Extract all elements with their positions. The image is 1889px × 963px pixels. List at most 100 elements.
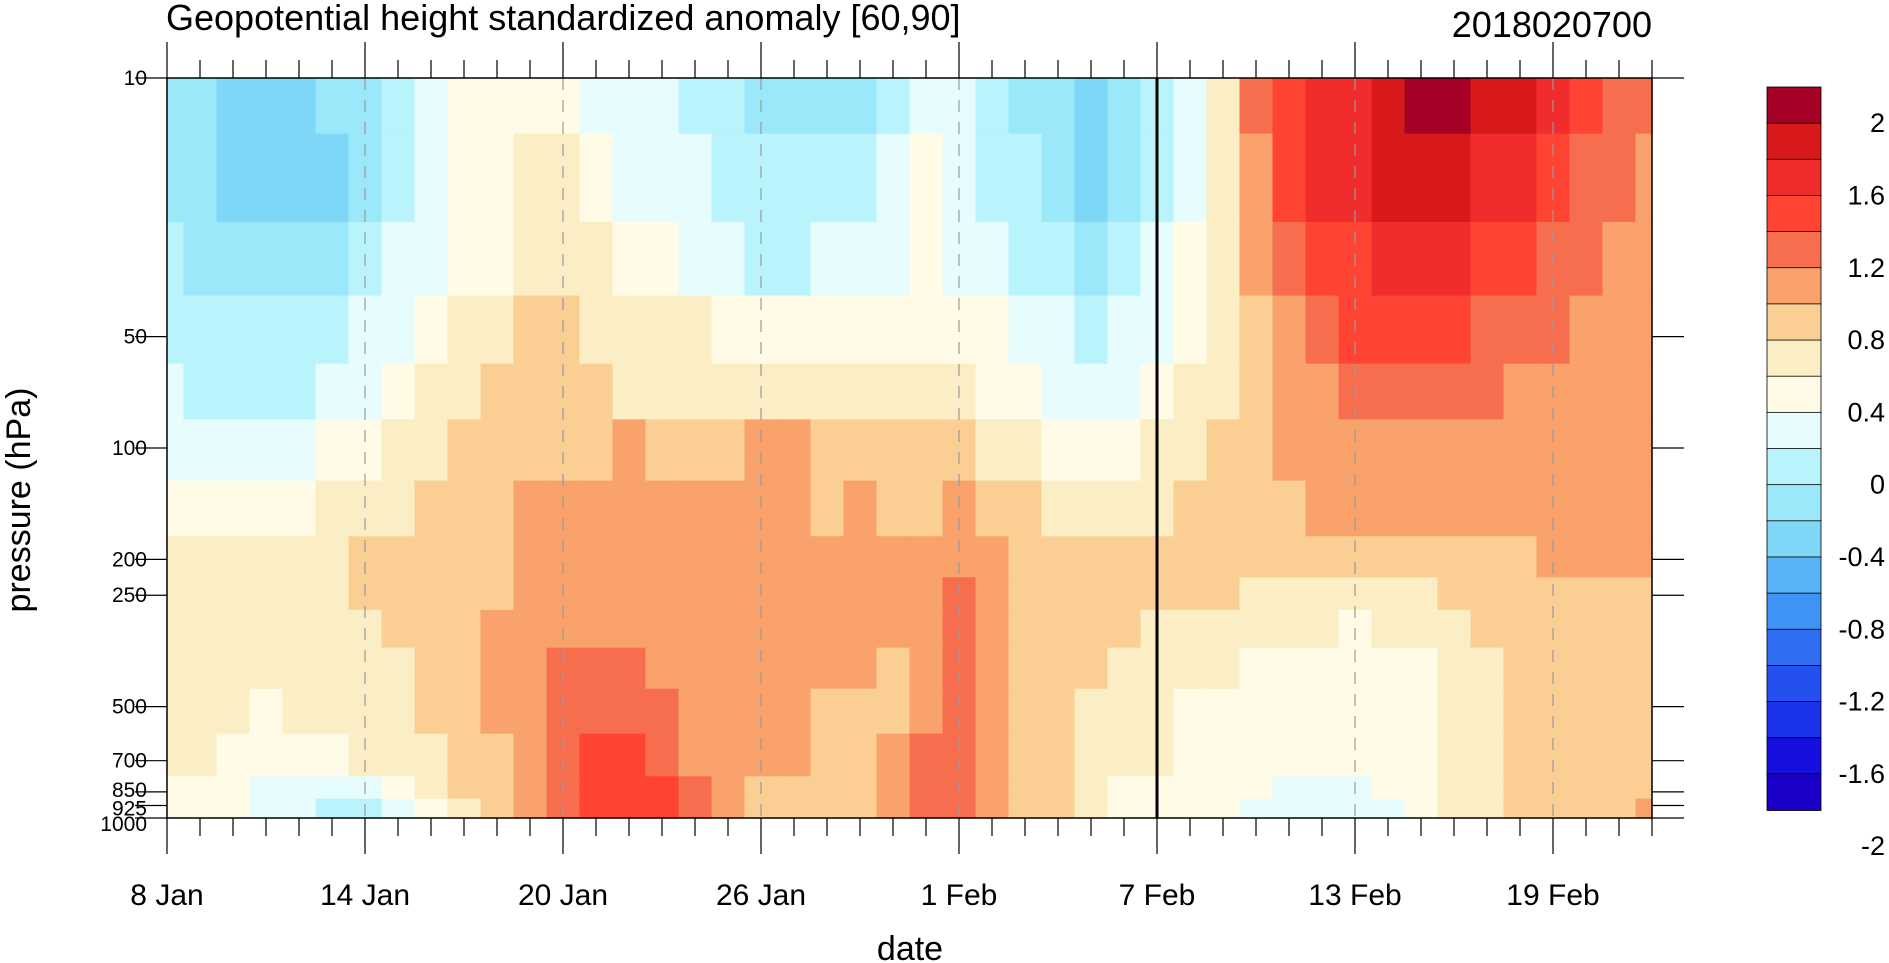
anomaly-cell — [909, 480, 944, 537]
anomaly-cell — [183, 733, 218, 777]
anomaly-cell — [183, 363, 218, 420]
anomaly-cell — [1206, 363, 1241, 420]
anomaly-cell — [645, 577, 680, 611]
anomaly-cell — [579, 133, 614, 223]
anomaly-cell — [1305, 78, 1340, 135]
anomaly-cell — [645, 609, 680, 649]
anomaly-cell — [1173, 363, 1208, 420]
anomaly-cell — [876, 419, 911, 482]
anomaly-cell — [711, 688, 746, 735]
anomaly-cell — [744, 419, 779, 482]
anomaly-cell — [1074, 133, 1109, 223]
colorbar-label: -1.2 — [1838, 687, 1885, 717]
anomaly-cell — [381, 609, 416, 649]
anomaly-cell — [447, 221, 482, 297]
x-tick-label: 13 Feb — [1308, 879, 1401, 912]
anomaly-cell — [1008, 647, 1043, 690]
anomaly-cell — [381, 480, 416, 537]
anomaly-cell — [1470, 221, 1505, 297]
anomaly-cell — [381, 536, 416, 578]
anomaly-cell — [1470, 688, 1505, 735]
anomaly-cell — [1404, 811, 1439, 819]
anomaly-cell — [414, 798, 449, 813]
anomaly-cell — [1503, 811, 1538, 819]
anomaly-cell — [1602, 609, 1637, 649]
anomaly-cell — [645, 363, 680, 420]
anomaly-cell — [1470, 419, 1505, 482]
anomaly-cell — [1404, 733, 1439, 777]
anomaly-cell — [513, 647, 548, 690]
anomaly-cell — [1041, 688, 1076, 735]
anomaly-cell — [975, 688, 1010, 735]
anomaly-cell — [1437, 363, 1472, 420]
anomaly-cell — [1305, 798, 1340, 813]
anomaly-cell — [1437, 688, 1472, 735]
anomaly-cell — [579, 688, 614, 735]
anomaly-cell — [381, 776, 416, 800]
anomaly-cell — [1305, 577, 1340, 611]
anomaly-cell — [282, 536, 317, 578]
anomaly-cell — [1041, 798, 1076, 813]
anomaly-cell — [579, 480, 614, 537]
colorbar-swatch — [1766, 628, 1822, 667]
anomaly-cell — [1206, 221, 1241, 297]
anomaly-cell — [711, 363, 746, 420]
anomaly-cell — [645, 688, 680, 735]
anomaly-cell — [216, 419, 251, 482]
anomaly-cell — [183, 536, 218, 578]
anomaly-cell — [447, 295, 482, 365]
anomaly-cell — [1173, 647, 1208, 690]
anomaly-cell — [282, 78, 317, 135]
anomaly-cell — [645, 221, 680, 297]
anomaly-cell — [612, 536, 647, 578]
anomaly-cell — [447, 688, 482, 735]
anomaly-cell — [1437, 133, 1472, 223]
anomaly-cell — [414, 419, 449, 482]
anomaly-cell — [1107, 419, 1142, 482]
anomaly-cell — [645, 419, 680, 482]
x-tick-label: 8 Jan — [130, 879, 203, 912]
anomaly-cell — [843, 811, 878, 819]
anomaly-cell — [1503, 363, 1538, 420]
anomaly-cell — [1272, 133, 1307, 223]
anomaly-cell — [1305, 811, 1340, 819]
anomaly-cell — [1371, 133, 1406, 223]
anomaly-cell — [645, 776, 680, 800]
anomaly-cell — [876, 688, 911, 735]
anomaly-cell — [975, 133, 1010, 223]
anomaly-cell — [1635, 133, 1653, 223]
anomaly-cell — [909, 798, 944, 813]
anomaly-cell — [810, 363, 845, 420]
anomaly-cell — [1470, 647, 1505, 690]
anomaly-cell — [1206, 480, 1241, 537]
anomaly-cell — [480, 419, 515, 482]
anomaly-cell — [513, 798, 548, 813]
anomaly-cell — [282, 419, 317, 482]
anomaly-cell — [909, 776, 944, 800]
y-tick-label: 100 — [112, 437, 147, 460]
anomaly-cell — [1305, 363, 1340, 420]
anomaly-cell — [711, 221, 746, 297]
anomaly-cell — [1503, 577, 1538, 611]
anomaly-cell — [447, 363, 482, 420]
anomaly-cell — [315, 647, 350, 690]
y-tick-label: 250 — [112, 584, 147, 607]
anomaly-cell — [1239, 363, 1274, 420]
anomaly-cell — [777, 419, 812, 482]
anomaly-cell — [1503, 609, 1538, 649]
anomaly-cell — [777, 363, 812, 420]
anomaly-cell — [1404, 577, 1439, 611]
anomaly-cell — [414, 221, 449, 297]
anomaly-cell — [1173, 798, 1208, 813]
anomaly-cell — [1041, 78, 1076, 135]
anomaly-cell — [216, 480, 251, 537]
anomaly-cell — [1635, 609, 1653, 649]
anomaly-cell — [876, 776, 911, 800]
anomaly-cell — [843, 609, 878, 649]
anomaly-cell — [1272, 688, 1307, 735]
anomaly-cell — [1470, 78, 1505, 135]
anomaly-cell — [1404, 798, 1439, 813]
anomaly-cell — [1074, 295, 1109, 365]
anomaly-cell — [414, 647, 449, 690]
anomaly-cell — [909, 609, 944, 649]
